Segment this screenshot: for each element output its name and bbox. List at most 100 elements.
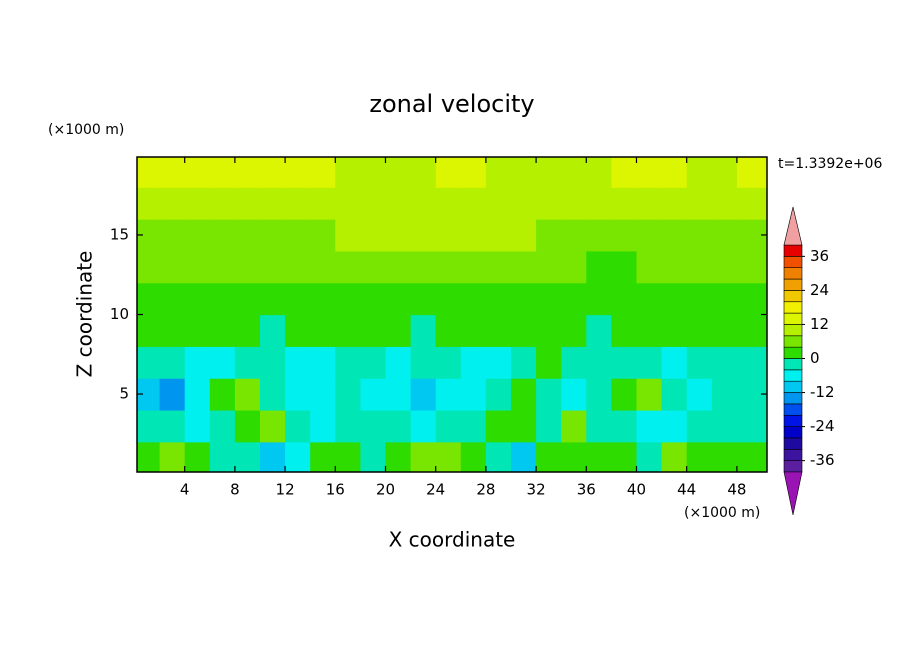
colorbar-box xyxy=(783,448,803,461)
field-cell xyxy=(661,157,688,188)
field-cell xyxy=(736,441,767,472)
field-cell xyxy=(234,378,261,411)
colorbar-box xyxy=(783,426,803,439)
field-cell xyxy=(435,409,462,443)
field-cell xyxy=(335,187,361,220)
field-cell xyxy=(259,219,286,252)
field-cell xyxy=(561,314,587,347)
field-cell xyxy=(586,378,612,411)
colorbar-box xyxy=(783,267,803,280)
field-cell xyxy=(736,282,767,316)
field-cell xyxy=(586,157,612,188)
field-cell xyxy=(410,187,437,220)
field-cell xyxy=(159,346,186,379)
field-cell xyxy=(360,314,387,347)
field-cell xyxy=(711,378,738,411)
colorbar-under xyxy=(783,471,803,516)
field-cell xyxy=(485,187,512,220)
y-tick-label: 10 xyxy=(110,305,129,323)
field-cell xyxy=(561,282,587,316)
field-cell xyxy=(137,157,161,188)
x-tick-label: 8 xyxy=(230,481,240,499)
field-cell xyxy=(460,409,487,443)
field-cell xyxy=(234,187,261,220)
field-cell xyxy=(335,157,361,188)
field-cell xyxy=(159,187,186,220)
field-cell xyxy=(510,378,537,411)
field-cell xyxy=(184,314,211,347)
field-cell xyxy=(510,441,537,472)
field-cell xyxy=(510,346,537,379)
field-cell xyxy=(536,219,562,252)
y-unit: (×1000 m) xyxy=(48,122,124,138)
field-cell xyxy=(285,346,311,379)
field-cell xyxy=(586,282,612,316)
field-cell xyxy=(536,250,562,284)
colorbar-label: 12 xyxy=(810,315,829,333)
field-cell xyxy=(485,441,512,472)
field-cell xyxy=(435,314,462,347)
field-cell xyxy=(159,441,186,472)
field-cell xyxy=(435,187,462,220)
field-cell xyxy=(335,441,361,472)
field-cell xyxy=(661,346,688,379)
field-cell xyxy=(335,409,361,443)
field-cell xyxy=(259,346,286,379)
field-cell xyxy=(736,250,767,284)
field-cell xyxy=(536,409,562,443)
field-cell xyxy=(636,409,663,443)
field-cell xyxy=(711,346,738,379)
field-cell xyxy=(636,378,663,411)
field-cell xyxy=(611,282,638,316)
field-cell xyxy=(159,157,186,188)
field-cell xyxy=(137,250,161,284)
x-unit: (×1000 m) xyxy=(684,505,760,521)
field-cell xyxy=(310,441,336,472)
field-cell xyxy=(611,378,638,411)
field-cell xyxy=(485,346,512,379)
colorbar-box xyxy=(783,312,803,325)
field-cell xyxy=(711,282,738,316)
field-cell xyxy=(184,441,211,472)
field-cell xyxy=(209,157,236,188)
field-cell xyxy=(285,250,311,284)
field-cell xyxy=(259,250,286,284)
field-cell xyxy=(485,219,512,252)
field-cell xyxy=(310,157,336,188)
field-cell xyxy=(711,250,738,284)
colorbar-box xyxy=(783,414,803,427)
field-cell xyxy=(360,187,387,220)
field-cell xyxy=(310,250,336,284)
field-cell xyxy=(736,157,767,188)
field-cell xyxy=(611,157,638,188)
field-cell xyxy=(586,314,612,347)
field-cell xyxy=(159,282,186,316)
field-cell xyxy=(410,409,437,443)
colorbar-label: 0 xyxy=(810,349,820,367)
overlay: 4 8 12 16 20 24 28 32 36 40 44 4851015-36-24-120122… xyxy=(110,156,835,516)
field-cell xyxy=(435,282,462,316)
colorbar-box xyxy=(783,244,803,257)
field-cell xyxy=(711,187,738,220)
field-cell xyxy=(209,250,236,284)
x-tick-label: 28 xyxy=(476,481,495,499)
x-tick-label: 44 xyxy=(677,481,696,499)
field-cell xyxy=(485,250,512,284)
field-cell xyxy=(561,219,587,252)
colorbar-box xyxy=(783,369,803,382)
x-tick-label: 36 xyxy=(577,481,596,499)
field-cell xyxy=(460,187,487,220)
field-cell xyxy=(611,346,638,379)
field-cell xyxy=(410,157,437,188)
field-cell xyxy=(536,157,562,188)
field-cell xyxy=(510,219,537,252)
field-cell xyxy=(184,282,211,316)
field-cell xyxy=(586,187,612,220)
field-cell xyxy=(137,441,161,472)
field-cell xyxy=(561,441,587,472)
colorbar-box xyxy=(783,256,803,269)
field-cell xyxy=(536,282,562,316)
field-cell xyxy=(686,409,713,443)
field-cell xyxy=(234,282,261,316)
field-cell xyxy=(209,282,236,316)
